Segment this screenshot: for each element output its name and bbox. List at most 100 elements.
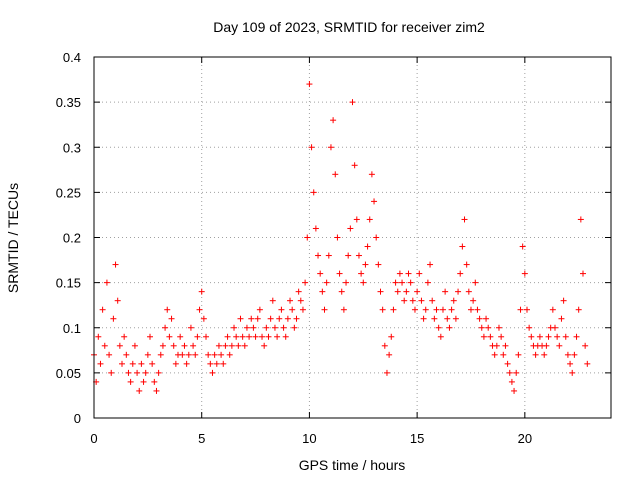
- data-point: [321, 306, 328, 313]
- data-point: [386, 351, 393, 358]
- data-point: [159, 342, 166, 349]
- data-point: [414, 288, 421, 295]
- data-point: [399, 279, 406, 286]
- data-point: [297, 297, 304, 304]
- data-point: [528, 333, 535, 340]
- data-point: [416, 270, 423, 277]
- data-point: [116, 342, 123, 349]
- data-point: [394, 288, 401, 295]
- data-point: [506, 369, 513, 376]
- data-point: [155, 369, 162, 376]
- data-point: [226, 351, 233, 358]
- data-point: [237, 315, 244, 322]
- data-point: [194, 333, 201, 340]
- data-point: [323, 279, 330, 286]
- data-point: [545, 333, 552, 340]
- data-point: [579, 270, 586, 277]
- data-point: [134, 369, 141, 376]
- data-point: [470, 297, 477, 304]
- y-tick-label: 0.35: [56, 95, 81, 110]
- data-point: [457, 270, 464, 277]
- data-point: [336, 270, 343, 277]
- data-point: [220, 360, 227, 367]
- data-point: [487, 333, 494, 340]
- data-point: [558, 315, 565, 322]
- data-point: [259, 333, 266, 340]
- data-point: [543, 342, 550, 349]
- data-point: [213, 360, 220, 367]
- data-point: [569, 369, 576, 376]
- data-point: [407, 279, 414, 286]
- y-axis-label: SRMTID / TECUs: [5, 183, 21, 293]
- data-point: [523, 306, 530, 313]
- data-point: [396, 270, 403, 277]
- data-point: [172, 360, 179, 367]
- data-point: [243, 324, 250, 331]
- data-point: [500, 351, 507, 358]
- data-point: [170, 342, 177, 349]
- data-point: [274, 333, 281, 340]
- data-point: [306, 81, 313, 88]
- data-point: [364, 243, 371, 250]
- x-tick-labels: 0 5 10 15 20: [90, 431, 532, 446]
- data-point: [358, 270, 365, 277]
- data-point: [575, 306, 582, 313]
- data-point: [239, 333, 246, 340]
- x-tick-label: 15: [410, 431, 424, 446]
- data-point: [409, 297, 416, 304]
- data-point: [390, 306, 397, 313]
- data-point: [218, 351, 225, 358]
- data-point: [127, 378, 134, 385]
- data-point: [228, 342, 235, 349]
- data-point: [97, 360, 104, 367]
- data-point: [450, 297, 457, 304]
- data-point: [431, 315, 438, 322]
- data-point: [554, 333, 561, 340]
- data-point: [140, 378, 147, 385]
- data-point: [532, 351, 539, 358]
- data-point: [280, 324, 287, 331]
- data-point: [476, 315, 483, 322]
- data-point: [480, 333, 487, 340]
- data-point: [248, 315, 255, 322]
- data-point: [142, 369, 149, 376]
- data-point: [360, 279, 367, 286]
- data-point: [435, 324, 442, 331]
- data-point: [418, 297, 425, 304]
- data-point: [327, 144, 334, 151]
- data-point: [515, 351, 522, 358]
- data-point: [577, 216, 584, 223]
- data-point: [284, 315, 291, 322]
- data-point: [444, 315, 451, 322]
- data-point: [366, 216, 373, 223]
- data-point: [383, 369, 390, 376]
- data-point: [446, 324, 453, 331]
- x-tick-label: 10: [302, 431, 316, 446]
- data-point: [203, 333, 210, 340]
- data-point: [317, 270, 324, 277]
- data-point: [265, 333, 272, 340]
- data-point: [584, 360, 591, 367]
- data-point: [362, 261, 369, 268]
- data-point: [95, 333, 102, 340]
- data-point: [119, 360, 126, 367]
- data-point: [442, 288, 449, 295]
- data-point: [353, 216, 360, 223]
- data-point: [252, 333, 259, 340]
- data-point: [192, 351, 199, 358]
- data-point: [147, 333, 154, 340]
- data-point: [207, 360, 214, 367]
- data-point: [452, 315, 459, 322]
- data-point: [562, 333, 569, 340]
- y-tick-label: 0.15: [56, 276, 81, 291]
- data-point: [211, 351, 218, 358]
- data-point: [567, 360, 574, 367]
- data-point: [185, 351, 192, 358]
- y-tick-labels: 0 0.05 0.1 0.15 0.2 0.25 0.3 0.35 0.4: [56, 50, 81, 426]
- data-point: [289, 306, 296, 313]
- chart-title: Day 109 of 2023, SRMTID for receiver zim…: [213, 19, 485, 35]
- data-point: [541, 351, 548, 358]
- data-point: [485, 324, 492, 331]
- data-point: [351, 162, 358, 169]
- data-point: [131, 342, 138, 349]
